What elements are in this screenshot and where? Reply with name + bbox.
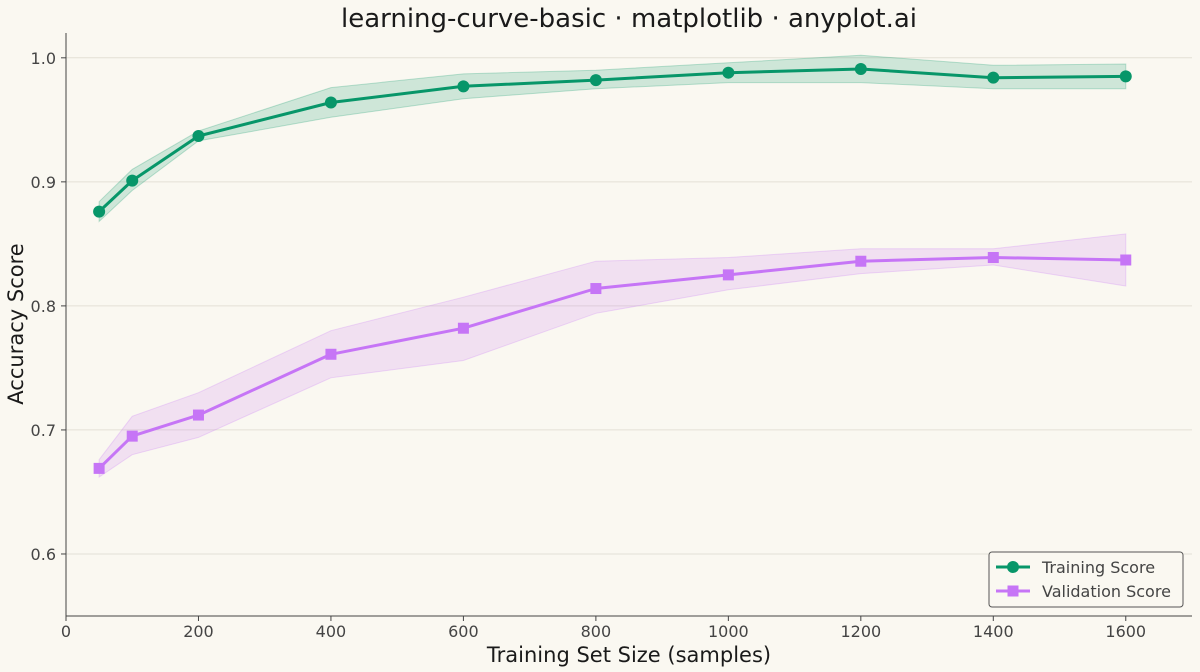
legend: Training Score Validation Score	[988, 551, 1184, 608]
x-tick-label: 800	[581, 622, 612, 641]
data-point	[722, 269, 734, 281]
legend-box	[988, 551, 1184, 608]
series-markers	[93, 62, 1132, 474]
x-tick-label: 0	[61, 622, 71, 641]
y-tick-label: 0.7	[31, 421, 56, 440]
x-tick-label: 1200	[840, 622, 881, 641]
legend-label: Validation Score	[1042, 582, 1171, 601]
x-tick-label: 1600	[1105, 622, 1146, 641]
data-point	[325, 348, 337, 360]
y-tick-label: 0.8	[31, 297, 56, 316]
data-point	[855, 255, 867, 267]
y-tick-label: 0.9	[31, 173, 56, 192]
axes	[61, 33, 1192, 621]
data-point	[192, 129, 205, 142]
data-point	[1120, 254, 1132, 266]
x-tick-label: 400	[316, 622, 347, 641]
x-tick-label: 1400	[973, 622, 1014, 641]
data-point	[590, 283, 602, 295]
data-point	[457, 80, 470, 93]
series-line-validation	[98, 256, 1126, 470]
tick-labels: 0.6 0.7 0.8 0.9 1.0 0 200 400 600 800 1000 1200 1400…	[31, 49, 1147, 641]
data-point	[126, 174, 139, 187]
legend-marker	[1007, 561, 1019, 573]
series-line-training	[98, 67, 1126, 213]
data-point	[987, 252, 999, 264]
chart-title: learning-curve-basic · matplotlib · anyp…	[341, 4, 917, 34]
x-axis-label: Training Set Size (samples)	[486, 643, 771, 667]
data-point	[192, 409, 204, 421]
data-point	[324, 96, 337, 109]
x-tick-label: 1000	[708, 622, 749, 641]
y-tick-label: 1.0	[31, 49, 56, 68]
data-point	[854, 62, 867, 75]
data-point	[722, 66, 735, 79]
y-tick-label: 0.6	[31, 545, 56, 564]
data-point	[93, 462, 105, 474]
data-point	[93, 205, 106, 218]
x-tick-label: 200	[183, 622, 214, 641]
confidence-band-training	[98, 54, 1127, 223]
data-point	[457, 322, 469, 334]
confidence-band-validation	[98, 233, 1127, 479]
data-point	[126, 430, 138, 442]
series-lines	[98, 67, 1126, 470]
confidence-bands	[98, 54, 1127, 479]
data-point	[987, 71, 1000, 84]
y-axis-label: Accuracy Score	[4, 243, 28, 404]
legend-marker	[1007, 585, 1019, 597]
x-tick-label: 600	[448, 622, 479, 641]
data-point	[589, 74, 602, 87]
data-point	[1119, 70, 1132, 83]
legend-label: Training Score	[1041, 558, 1155, 577]
